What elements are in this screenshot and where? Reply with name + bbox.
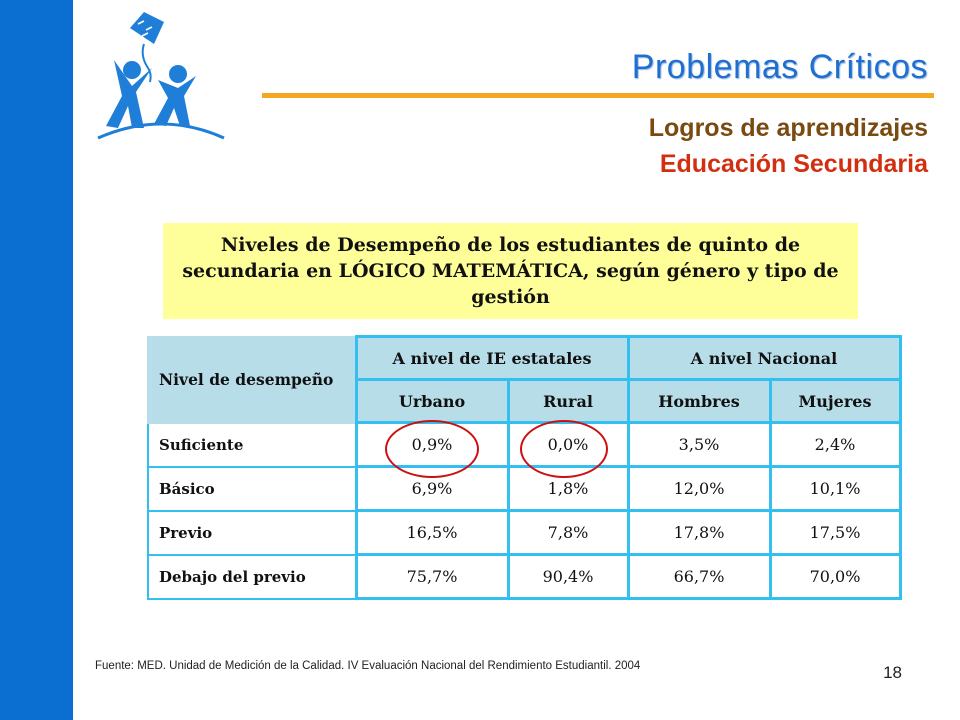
table-cell: 0,0% — [506, 421, 630, 468]
title-underline — [262, 93, 934, 98]
source-note: Fuente: MED. Unidad de Medición de la Ca… — [95, 660, 641, 672]
table-cell: 0,9% — [354, 421, 510, 468]
group-header-ie-estatales: A nivel de IE estatales — [354, 335, 630, 381]
table-cell: 90,4% — [506, 553, 630, 600]
column-header-urbano: Urbano — [354, 378, 510, 424]
table-cell: 17,5% — [768, 509, 902, 556]
table-cell: 10,1% — [768, 465, 902, 512]
table-caption: Niveles de Desempeño de los estudiantes … — [182, 234, 839, 308]
column-header-hombres: Hombres — [626, 378, 772, 424]
column-header-rural: Rural — [506, 378, 630, 424]
slide-subtitle-logros: Logros de aprendizajes — [648, 114, 928, 142]
table-cell: 75,7% — [354, 553, 510, 600]
table-row: Suficiente 0,9% 0,0% 3,5% 2,4% — [147, 421, 902, 468]
table-header-row: Nivel de desempeño A nivel de IE estatal… — [147, 335, 902, 424]
children-kite-logo-icon — [97, 12, 225, 140]
column-header-mujeres: Mujeres — [768, 378, 902, 424]
table-cell: 66,7% — [626, 553, 772, 600]
row-label: Suficiente — [147, 421, 358, 468]
performance-table: Nivel de desempeño A nivel de IE estatal… — [147, 335, 902, 600]
row-label: Debajo del previo — [147, 553, 358, 600]
table-cell: 12,0% — [626, 465, 772, 512]
group-header-nacional: A nivel Nacional — [626, 335, 902, 381]
table-cell: 7,8% — [506, 509, 630, 556]
row-label: Previo — [147, 509, 358, 556]
table-cell: 16,5% — [354, 509, 510, 556]
table-cell: 17,8% — [626, 509, 772, 556]
slide-subtitle-secundaria: Educación Secundaria — [659, 150, 928, 178]
corner-header: Nivel de desempeño — [147, 335, 357, 424]
table-caption-box: Niveles de Desempeño de los estudiantes … — [163, 223, 858, 319]
table-subheader-row: Urbano Rural Hombres Mujeres — [148, 378, 902, 424]
table-cell: 1,8% — [506, 465, 630, 512]
row-label: Básico — [147, 465, 358, 512]
page-number: 18 — [883, 663, 902, 682]
table-cell: 6,9% — [354, 465, 510, 512]
table-cell: 70,0% — [768, 553, 902, 600]
table-row: Debajo del previo 75,7% 90,4% 66,7% 70,0… — [147, 553, 902, 600]
table-row: Previo 16,5% 7,8% 17,8% 17,5% — [147, 509, 902, 556]
table-row: Básico 6,9% 1,8% 12,0% 10,1% — [147, 465, 902, 512]
table-cell: 2,4% — [768, 421, 902, 468]
slide-title: Problemas Críticos — [631, 48, 928, 86]
left-sidebar-bar — [0, 0, 73, 720]
table-cell: 3,5% — [626, 421, 772, 468]
